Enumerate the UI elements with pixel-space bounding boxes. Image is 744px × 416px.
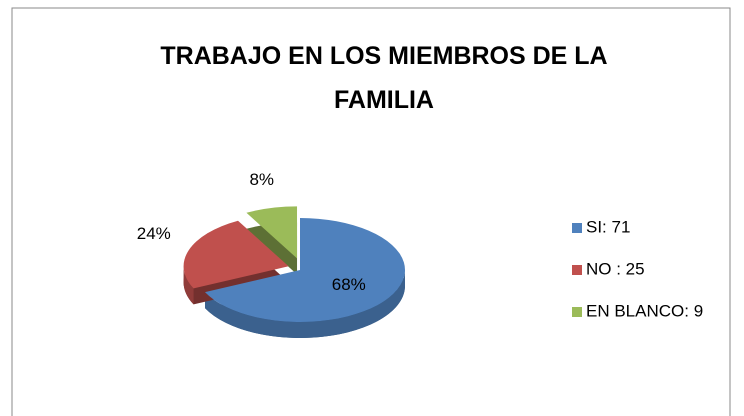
legend-label: EN BLANCO: 9 [586,301,703,320]
legend-swatch [572,307,582,317]
chart-title: TRABAJO EN LOS MIEMBROS DE LA FAMILIA [160,42,608,114]
pie-slice [183,220,289,289]
pie-slice [246,206,298,259]
legend-swatch [572,223,582,233]
slice-side [204,270,405,339]
legend-label: NO : 25 [586,259,645,278]
slice-side [183,266,194,305]
pie-slice [204,218,405,322]
legend-label: SI: 71 [586,217,630,236]
data-label: 24% [137,224,171,243]
legend-swatch [572,265,582,275]
chart-border [11,7,731,416]
data-label: 68% [332,275,366,294]
data-label: 8% [249,170,274,189]
